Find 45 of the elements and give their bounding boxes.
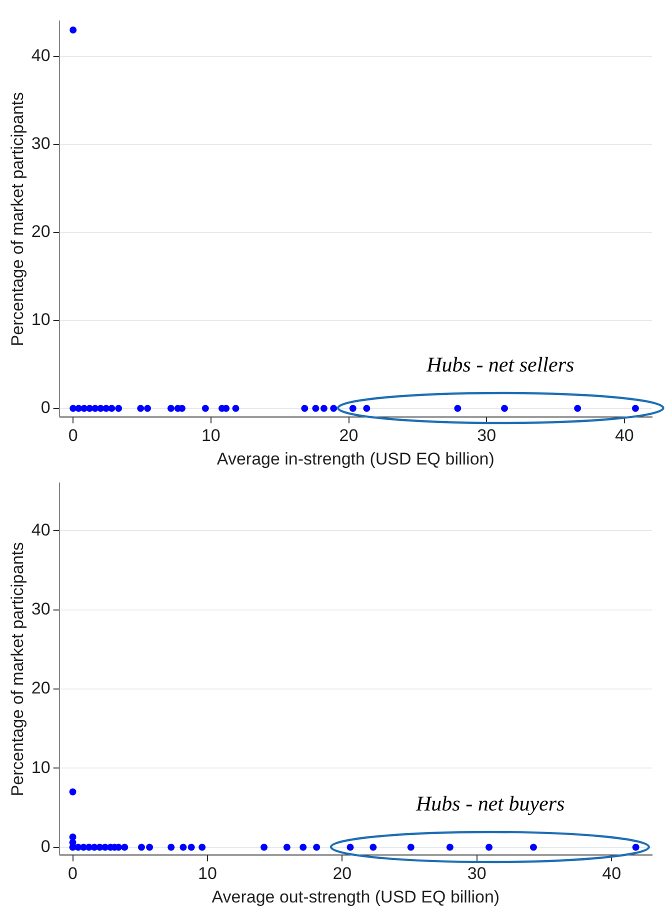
point <box>260 844 268 851</box>
point <box>168 844 175 851</box>
point <box>146 844 154 851</box>
x-tick-label: 40 <box>602 864 622 884</box>
x-tick-label: 30 <box>477 426 496 446</box>
point <box>138 844 145 851</box>
point <box>530 844 537 851</box>
y-tick-label: 10 <box>31 310 50 330</box>
x-tick-label: 40 <box>614 426 634 446</box>
y-tick-label: 20 <box>31 678 50 698</box>
y-tick-label: 10 <box>31 758 50 777</box>
point <box>180 844 187 851</box>
y-tick-label: 0 <box>40 398 50 418</box>
y-tick-label: 30 <box>31 600 50 619</box>
point <box>198 844 206 851</box>
x-axis-title: Average out-strength (USD EQ billion) <box>212 887 500 906</box>
point <box>69 788 76 796</box>
point <box>632 844 640 851</box>
point <box>283 844 290 851</box>
point <box>346 844 354 851</box>
y-tick-label: 20 <box>31 222 50 242</box>
point <box>188 844 195 851</box>
y-tick-label: 40 <box>31 46 50 66</box>
point <box>370 844 377 851</box>
point <box>300 844 307 851</box>
y-tick-label: 30 <box>31 134 50 154</box>
point <box>446 844 454 851</box>
y-tick-label: 0 <box>40 836 50 856</box>
y-axis-title: Percentage of market participants <box>8 542 27 796</box>
x-tick-label: 30 <box>467 864 486 884</box>
x-tick-label: 0 <box>68 426 78 446</box>
point <box>121 844 128 851</box>
x-tick-label: 10 <box>201 426 220 446</box>
x-tick-label: 0 <box>68 864 78 884</box>
point <box>407 844 414 851</box>
point <box>313 844 320 851</box>
x-tick-label: 10 <box>198 864 217 884</box>
x-axis-title: Average in-strength (USD EQ billion) <box>216 449 494 468</box>
annotation: Hubs - net buyers <box>414 791 565 816</box>
y-tick-label: 40 <box>31 520 50 540</box>
y-axis-title: Percentage of market participants <box>8 92 27 346</box>
point <box>486 844 493 851</box>
x-tick-label: 20 <box>339 426 358 446</box>
annotation: Hubs - net sellers <box>426 352 574 376</box>
x-tick-label: 20 <box>332 864 352 884</box>
